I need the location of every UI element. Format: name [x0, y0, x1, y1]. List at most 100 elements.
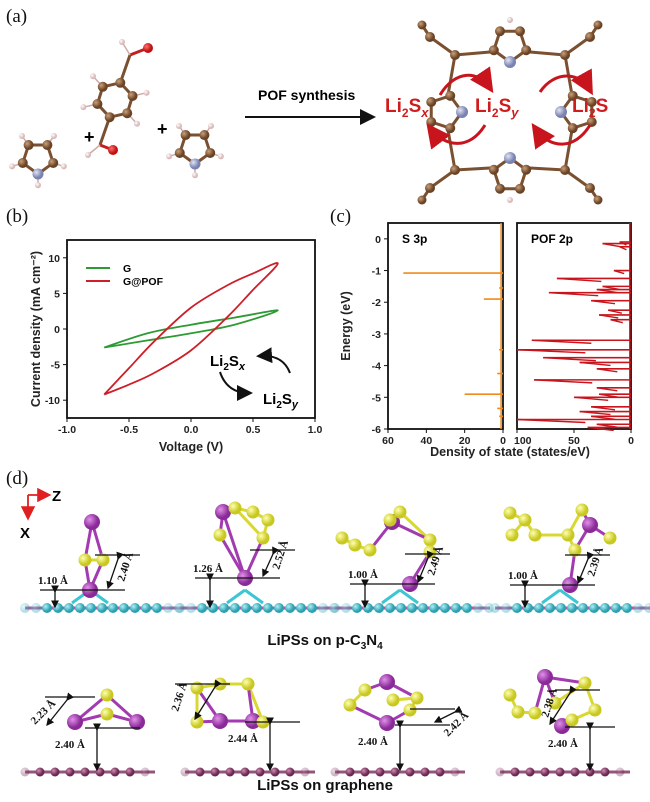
pof-macrocycle — [417, 17, 603, 205]
oxygen-atom — [143, 43, 153, 53]
hydrogen-atom — [119, 39, 125, 45]
carbon-atom — [115, 77, 126, 88]
structures-p-c3n4: 1.10 Å 2.40 Å 1.26 Å 2.52 Å1.00 Å 2.49 Å 1.00… — [20, 501, 650, 613]
substrate-atom — [501, 603, 511, 613]
carbon-atom — [555, 767, 565, 777]
x-tick-label: 0 — [500, 435, 506, 447]
dos-trace — [596, 387, 618, 392]
panel-b-cv-chart: (b) -1.0 -0.5 0.0 0.5 1.0 10 5 0 -5 -10 Voltage (… — [6, 206, 322, 454]
carbon-atom — [405, 767, 415, 777]
species-li2sx: Li2Sx — [385, 96, 429, 120]
panel-c-label: (c) — [330, 206, 351, 227]
sulfur-atom — [528, 528, 542, 542]
carbon-atom — [122, 108, 133, 119]
substrate-atom — [42, 603, 52, 613]
substrate-atom — [633, 603, 643, 613]
substrate-atom — [186, 603, 196, 613]
svg-text:LiPSs on p-C3N4: LiPSs on p-C3N4 — [267, 632, 383, 652]
svg-text:Li2Sx: Li2Sx — [385, 96, 429, 120]
carbon-atom — [92, 98, 103, 109]
dos-trace — [548, 292, 599, 297]
dos-trace — [534, 379, 593, 384]
sulfur-atom — [603, 531, 617, 545]
dos-trace — [556, 277, 602, 283]
distance-arrow — [433, 705, 463, 723]
annotation-arrow — [256, 347, 291, 374]
x-tick-label: -0.5 — [120, 424, 138, 436]
cv-plot-area: -1.0 -0.5 0.0 0.5 1.0 10 5 0 -5 -10 — [45, 239, 322, 436]
row1-caption: LiPSs on p-C3N4 — [267, 632, 383, 652]
sulfur-atom — [78, 553, 92, 567]
carbon-atom — [330, 767, 340, 777]
substrate-atom — [75, 603, 85, 613]
bond — [429, 35, 456, 57]
substrate-atom — [407, 603, 417, 613]
sulfur-atom — [213, 528, 227, 542]
sulfur-atom — [410, 691, 424, 705]
sulfur-atom — [503, 688, 517, 702]
lithium-atom — [84, 514, 100, 530]
y-tick-label: -5 — [51, 360, 60, 372]
distance-label: 2.40 Å — [358, 736, 388, 748]
carbon-atom — [42, 140, 53, 151]
substrate-atom — [108, 603, 118, 613]
hydrogen-atom — [50, 132, 57, 139]
distance-label: 2.42 Å — [442, 709, 472, 739]
structure-graphene: 2.40 Å 2.42 Å — [330, 674, 472, 777]
carbon-atom — [255, 767, 265, 777]
row2-caption: LiPSs on graphene — [257, 777, 393, 794]
subplot-title: POF 2p — [531, 232, 573, 246]
structure-p-c3n4: 1.10 Å 2.40 Å — [20, 514, 184, 613]
svg-text:Li2Sy: Li2Sy — [263, 391, 299, 411]
sulfur-atom — [190, 715, 204, 729]
sulfur-atom — [561, 528, 575, 542]
x-axis-label: Density of state (states/eV) — [430, 445, 590, 459]
carbon-atom — [240, 767, 250, 777]
species-li2s: Li2S — [572, 96, 608, 120]
nitrogen-atom — [189, 158, 201, 170]
substrate-atom — [119, 603, 129, 613]
carbon-atom — [225, 767, 235, 777]
carbon-atom — [210, 767, 220, 777]
carbon-atom — [285, 767, 295, 777]
carbon-atom — [450, 50, 460, 60]
substrate-atom — [429, 603, 439, 613]
substrate-atom — [556, 603, 566, 613]
bond — [454, 166, 491, 172]
carbon-atom — [445, 90, 456, 101]
x-axis-label: Voltage (V) — [159, 440, 223, 454]
carbon-atom — [375, 767, 385, 777]
carbon-atom — [35, 767, 45, 777]
sulfur-atom — [100, 707, 114, 721]
svg-text:Li2Sx: Li2Sx — [210, 353, 246, 373]
carbon-atom — [514, 26, 525, 37]
substrate-atom — [197, 603, 207, 613]
carbon-atom — [20, 767, 30, 777]
panel-b-label: (b) — [6, 206, 28, 227]
carbon-atom — [593, 195, 603, 205]
dos-plot-area: S 3p 60 40 20 0 POF 2p 100 50 0 0 -1 -2 -3 -4 -5 -6 — [372, 222, 634, 447]
carbon-atom — [495, 183, 506, 194]
dos-trace — [608, 309, 623, 314]
x-tick-label: -1.0 — [58, 424, 76, 436]
sulfur-atom — [588, 703, 602, 717]
sulfur-atom — [335, 531, 349, 545]
bond — [246, 683, 265, 723]
distance-label: 1.26 Å — [193, 563, 223, 575]
dos-trace — [579, 361, 611, 367]
sulfur-atom — [403, 703, 417, 717]
sulfur-atom — [505, 528, 519, 542]
lithium-atom — [215, 504, 231, 520]
sulfur-atom — [256, 531, 270, 545]
dos-trace — [587, 426, 614, 432]
carbon-atom — [110, 767, 120, 777]
sulfur-atom — [100, 688, 114, 702]
dos-trace — [591, 299, 616, 305]
carbon-atom — [585, 32, 595, 42]
reactant-molecules — [9, 39, 224, 189]
sulfur-atom — [503, 506, 517, 520]
bond — [221, 511, 247, 579]
carbon-atom — [425, 183, 435, 193]
distance-arrow — [576, 551, 595, 585]
carbon-atom — [450, 767, 460, 777]
